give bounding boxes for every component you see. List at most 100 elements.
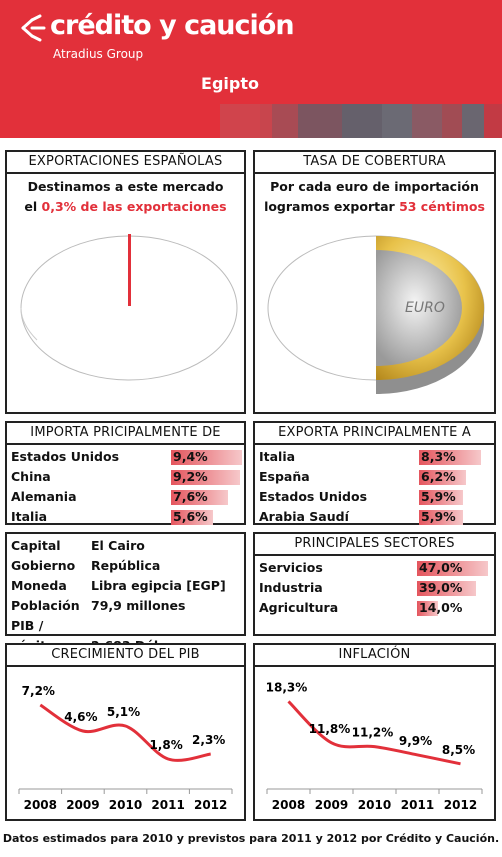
exporta-list: Italia 8,3% España 6,2% Estados Unidos 5,9% Ar… [255, 445, 494, 527]
cobertura-line2: logramos exportar 53 céntimos [264, 199, 485, 214]
x-tick-label: 2010 [358, 798, 391, 812]
x-tick-label: 2008 [24, 798, 57, 812]
item-value: 39,0% [419, 580, 463, 595]
item-label: Italia [259, 449, 296, 464]
series-line [39, 703, 211, 762]
asterisk-logo-icon [21, 14, 46, 42]
coin-euro-mark: EURO [405, 300, 445, 316]
datos-row: Gobierno República [11, 556, 240, 576]
item-label: Italia [11, 509, 48, 524]
cobertura-line1: Por cada euro de importación [270, 179, 479, 194]
country-title: Egipto [201, 74, 259, 93]
item-label: Servicios [259, 560, 323, 575]
inflacion-panel: INFLACIÓN 18,3% 2008 11,8% 2009 11,2% 2010 9,9… [253, 643, 496, 821]
datos-key: Capital [11, 538, 61, 553]
list-item: Industria 39,0% [259, 578, 490, 598]
data-label: 18,3% [266, 680, 308, 694]
data-label: 8,5% [442, 743, 475, 757]
datos-key: Gobierno [11, 558, 76, 573]
x-tick-label: 2011 [401, 798, 434, 812]
exportaciones-panel: EXPORTACIONES ESPAÑOLAS Destinamos a est… [5, 150, 246, 414]
cobertura-coin-pie: EURO [267, 235, 485, 394]
x-tick-label: 2008 [272, 798, 305, 812]
sectores-panel: PRINCIPALES SECTORES Servicios 47,0% Indus… [253, 532, 496, 636]
item-bar [171, 450, 242, 465]
exportaciones-line2: el 0,3% de las exportaciones [24, 199, 227, 214]
list-item: Italia 8,3% [259, 447, 490, 467]
series-line [287, 700, 461, 766]
item-value: 5,9% [421, 509, 456, 524]
stripe-block [272, 104, 298, 138]
x-tick-label: 2012 [194, 798, 227, 812]
sectores-title: PRINCIPALES SECTORES [255, 534, 494, 556]
item-value: 8,3% [421, 449, 456, 464]
data-label: 5,1% [107, 705, 140, 719]
list-item: Servicios 47,0% [259, 558, 490, 578]
importa-panel: IMPORTA PRICIPALMENTE DE Estados Unidos 9… [5, 421, 246, 525]
stripe-block [462, 104, 484, 138]
stripe-block [342, 104, 382, 138]
header-banner: crédito y caución Atradius Group Egipto [0, 0, 502, 138]
item-value: 5,9% [421, 489, 456, 504]
item-bar [417, 601, 438, 616]
x-tick-label: 2009 [315, 798, 348, 812]
exporta-panel: EXPORTA PRINCIPALMENTE A Italia 8,3% Españ… [253, 421, 496, 525]
item-bar [417, 581, 476, 596]
footnote: Datos estimados para 2010 y previstos pa… [2, 832, 500, 845]
x-tick-label: 2010 [109, 798, 142, 812]
item-value: 6,2% [421, 469, 456, 484]
datos-list: Capital El Cairo Gobierno República Moneda Li… [7, 534, 244, 656]
datos-value: El Cairo [91, 538, 145, 553]
item-bar [171, 510, 213, 525]
datos-row: Moneda Libra egipcia [EGP] [11, 576, 240, 596]
list-item: China 9,2% [11, 467, 240, 487]
brand-name: crédito y caución [50, 10, 295, 41]
item-bar [419, 490, 464, 505]
item-value: 9,4% [173, 449, 208, 464]
item-label: China [11, 469, 51, 484]
datos-value: 79,9 millones [91, 598, 186, 613]
cobertura-title: TASA DE COBERTURA [255, 152, 494, 174]
stripe-block [484, 104, 502, 138]
coin-silver-center [376, 250, 462, 366]
decorative-stripes [220, 104, 502, 138]
list-item: Arabia Saudí 5,9% [259, 507, 490, 527]
item-label: Estados Unidos [259, 489, 368, 504]
pib-title: CRECIMIENTO DEL PIB [7, 645, 244, 667]
list-item: Estados Unidos 5,9% [259, 487, 490, 507]
datos-key: Moneda [11, 578, 67, 593]
stripe-block [220, 104, 260, 138]
item-label: Agricultura [259, 600, 339, 615]
list-item: Italia 5,6% [11, 507, 240, 527]
item-value: 14,0% [419, 600, 463, 615]
item-bar [419, 450, 482, 465]
item-label: Alemania [11, 489, 77, 504]
exporta-title: EXPORTA PRINCIPALMENTE A [255, 423, 494, 445]
sectores-list: Servicios 47,0% Industria 39,0% Agricultura 1… [255, 556, 494, 618]
inflacion-chart: 18,3% 2008 11,8% 2009 11,2% 2010 9,9% 2011 8,5% 2… [266, 680, 483, 812]
list-item: Estados Unidos 9,4% [11, 447, 242, 467]
item-label: Estados Unidos [11, 449, 120, 464]
exportaciones-pie [20, 234, 238, 381]
list-item: Alemania 7,6% [11, 487, 240, 507]
item-bar [419, 470, 466, 485]
stripe-block [260, 104, 272, 138]
item-label: España [259, 469, 310, 484]
inflacion-title: INFLACIÓN [255, 645, 494, 667]
datos-panel: Capital El Cairo Gobierno República Moneda Li… [5, 532, 246, 653]
cobertura-panel: TASA DE COBERTURA Por cada euro de impor… [253, 150, 496, 414]
stripe-block [382, 104, 412, 138]
list-item: Agricultura 14,0% [259, 598, 490, 618]
exportaciones-line1: Destinamos a este mercado [27, 179, 224, 194]
datos-value: República [91, 558, 161, 573]
item-value: 47,0% [419, 560, 463, 575]
item-bar [171, 490, 228, 505]
item-bar [417, 561, 488, 576]
item-label: Arabia Saudí [259, 509, 349, 524]
item-bar [419, 510, 464, 525]
brand-subtitle: Atradius Group [53, 47, 144, 61]
item-bar [171, 470, 240, 485]
pib-chart: 7,2% 2008 4,6% 2009 5,1% 2010 1,8% 2011 2,3% 2012 [18, 684, 233, 812]
stripe-block [298, 104, 342, 138]
item-value: 7,6% [173, 489, 208, 504]
